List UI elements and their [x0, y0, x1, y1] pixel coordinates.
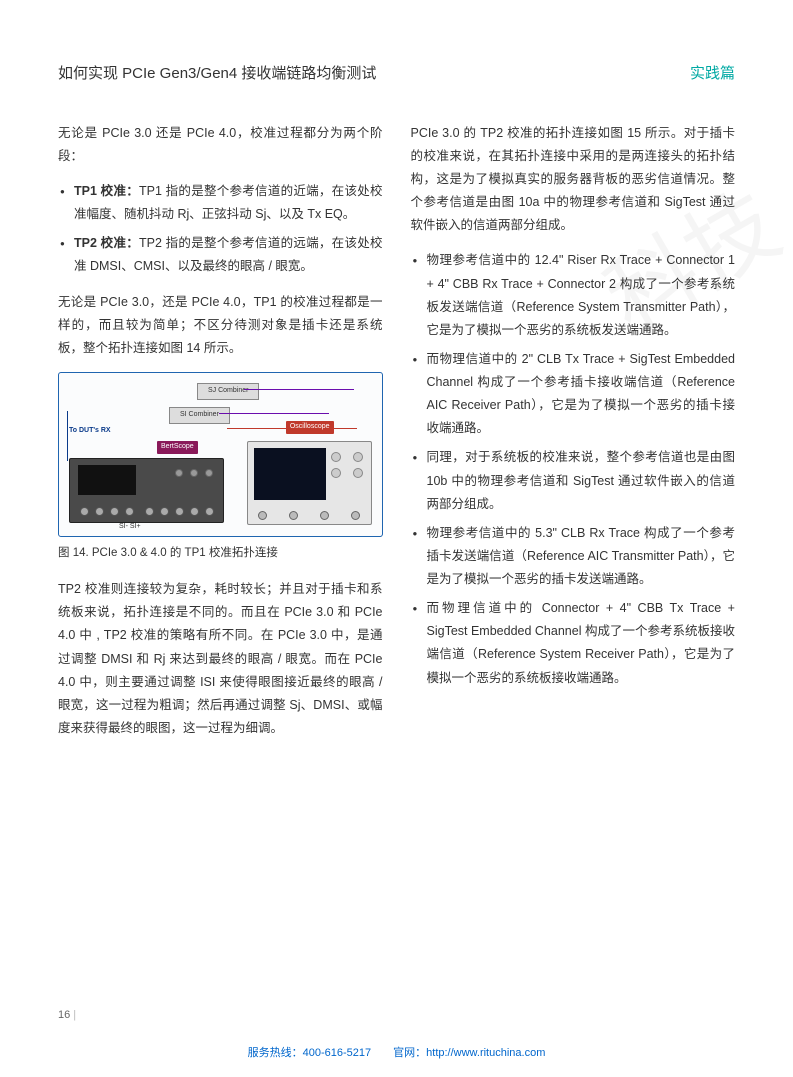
figure-14: SJ Combiner SI Combiner To DUT's RX Osci… — [58, 372, 383, 564]
right-column: PCIe 3.0 的 TP2 校准的拓扑连接如图 15 所示。对于插卡的校准来说… — [411, 122, 736, 752]
page-category: 实践篇 — [690, 60, 735, 88]
wire — [244, 389, 354, 390]
si-combiner-box: SI Combiner — [169, 407, 230, 424]
wire — [219, 413, 329, 414]
paragraph: TP2 校准则连接较为复杂，耗时较长；并且对于插卡和系统板来说，拓扑连接是不同的… — [58, 578, 383, 740]
port-icon — [145, 507, 154, 516]
list-item: TP1 校准：TP1 指的是整个参考信道的近端，在该处校准幅度、随机抖动 Rj、… — [58, 180, 383, 226]
port-icon — [289, 511, 298, 520]
list-item: 而物理信道中的 2" CLB Tx Trace + SigTest Embedd… — [411, 348, 736, 441]
knob-icon — [353, 452, 363, 462]
paragraph: PCIe 3.0 的 TP2 校准的拓扑连接如图 15 所示。对于插卡的校准来说… — [411, 122, 736, 238]
port-icon — [110, 507, 119, 516]
port-icon — [160, 507, 169, 516]
port-icon — [125, 507, 134, 516]
figure-diagram: SJ Combiner SI Combiner To DUT's RX Osci… — [58, 372, 383, 537]
port-icon — [175, 507, 184, 516]
hotline-number: 400-616-5217 — [303, 1047, 372, 1059]
figure-caption: 图 14. PCIe 3.0 & 4.0 的 TP1 校准拓扑连接 — [58, 543, 383, 564]
port-icon — [351, 511, 360, 520]
site-label: 官网： — [393, 1047, 426, 1059]
list-item: 物理参考信道中的 5.3" CLB Rx Trace 构成了一个参考插卡发送端信… — [411, 522, 736, 591]
separator — [371, 1047, 393, 1059]
knob-icon — [331, 468, 341, 478]
port-icon — [190, 507, 199, 516]
knob-icon — [353, 468, 363, 478]
port-icon — [95, 507, 104, 516]
oscilloscope-icon — [247, 441, 372, 525]
page-number: 16 — [58, 1005, 76, 1025]
wire — [67, 411, 68, 461]
page-title: 如何实现 PCIe Gen3/Gen4 接收端链路均衡测试 — [58, 60, 376, 88]
bullet-bold: TP1 校准： — [74, 184, 139, 198]
page-header: 如何实现 PCIe Gen3/Gen4 接收端链路均衡测试 实践篇 — [58, 60, 735, 88]
left-column: 无论是 PCIe 3.0 还是 PCIe 4.0，校准过程都分为两个阶段： TP… — [58, 122, 383, 752]
list-item: 同理，对于系统板的校准来说，整个参考信道也是由图 10b 中的物理参考信道和 S… — [411, 446, 736, 515]
knob-icon — [190, 469, 198, 477]
tp-bullets: TP1 校准：TP1 指的是整个参考信道的近端，在该处校准幅度、随机抖动 Rj、… — [58, 180, 383, 279]
oscilloscope-label: Oscilloscope — [286, 421, 334, 434]
bertscope-label: BertScope — [157, 441, 198, 454]
list-item: 物理参考信道中的 12.4" Riser Rx Trace + Connecto… — [411, 249, 736, 342]
knob-icon — [205, 469, 213, 477]
port-icon — [80, 507, 89, 516]
channel-bullets: 物理参考信道中的 12.4" Riser Rx Trace + Connecto… — [411, 249, 736, 689]
port-icon — [205, 507, 214, 516]
port-icon — [320, 511, 329, 520]
knob-icon — [175, 469, 183, 477]
sj-combiner-box: SJ Combiner — [197, 383, 259, 400]
knob-icon — [331, 452, 341, 462]
page-footer: 服务热线：400-616-5217 官网：http://www.rituchin… — [0, 1043, 793, 1063]
content-area: 无论是 PCIe 3.0 还是 PCIe 4.0，校准过程都分为两个阶段： TP… — [58, 122, 735, 752]
dut-label: To DUT's RX — [69, 425, 111, 438]
hotline-label: 服务热线： — [248, 1047, 303, 1059]
list-item: 而物理信道中的 Connector + 4" CBB Tx Trace + Si… — [411, 597, 736, 690]
paragraph: 无论是 PCIe 3.0，还是 PCIe 4.0，TP1 的校准过程都是一样的，… — [58, 291, 383, 360]
bullet-bold: TP2 校准： — [74, 236, 139, 250]
port-icon — [258, 511, 267, 520]
bertscope-icon — [69, 458, 224, 523]
list-item: TP2 校准：TP2 指的是整个参考信道的远端，在该处校准 DMSI、CMSI、… — [58, 232, 383, 278]
bertscope-screen — [78, 465, 136, 495]
intro-paragraph: 无论是 PCIe 3.0 还是 PCIe 4.0，校准过程都分为两个阶段： — [58, 122, 383, 168]
si-port-label: SI- SI+ — [119, 521, 141, 534]
site-url[interactable]: http://www.rituchina.com — [426, 1047, 545, 1059]
oscope-screen — [254, 448, 326, 500]
